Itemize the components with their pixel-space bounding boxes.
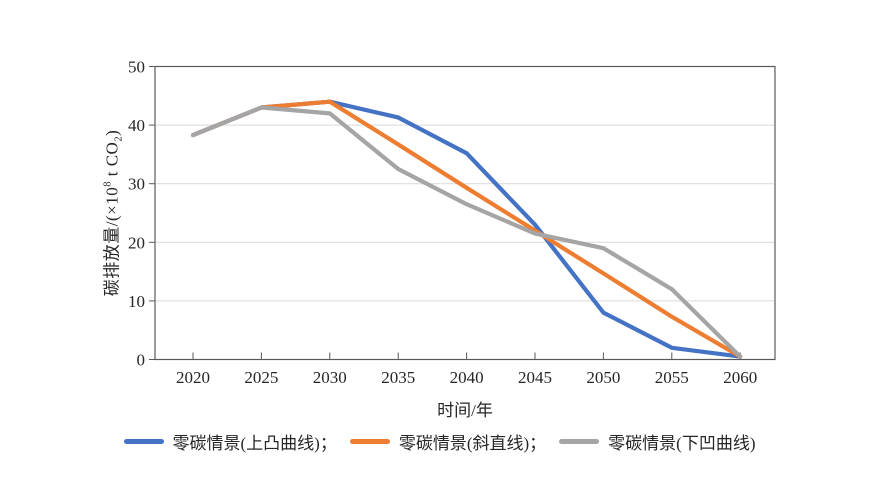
legend-item-straight-line: 零碳情景(斜直线)； (349, 429, 547, 454)
x-tick-labels: 2020 2025 2030 2035 2040 2045 2050 2055 2060 (176, 368, 757, 387)
y-axis-title-subscript: 2 (113, 135, 125, 142)
y-tick-label: 50 (128, 58, 145, 77)
y-axis-title-text: ) (102, 129, 122, 136)
x-tick-label: 2060 (723, 368, 757, 387)
y-axis-title: 碳排放量/(×108 t CO2) (97, 130, 124, 297)
x-tick-label: 2050 (586, 368, 620, 387)
legend-swatch-convex-curve (123, 439, 164, 444)
x-axis-title: 时间/年 (437, 401, 493, 420)
y-tick-label: 40 (128, 116, 145, 135)
series-lines (190, 99, 743, 359)
legend-label-convex-curve: 零碳情景(上凸曲线)； (172, 434, 337, 453)
y-tick-label: 10 (128, 292, 145, 311)
y-tick-label: 20 (128, 233, 145, 252)
y-tick-label: 0 (137, 351, 146, 370)
legend: 零碳情景(上凸曲线)； 零碳情景(斜直线)； 零碳情景(下凹曲线) (0, 429, 879, 454)
legend-item-convex-curve: 零碳情景(上凸曲线)； (123, 429, 337, 454)
x-tick-label: 2035 (381, 368, 415, 387)
y-axis-title-superscript: 8 (102, 181, 114, 187)
y-axis-title-text: t CO (102, 141, 122, 182)
y-tick-labels: 0 10 20 30 40 50 (128, 58, 145, 370)
legend-item-concave-curve: 零碳情景(下凹曲线) (559, 429, 755, 454)
legend-swatch-straight-line (349, 439, 390, 444)
x-tick-label: 2040 (450, 368, 484, 387)
gridlines (156, 124, 774, 302)
y-axis-title-text: 碳排放量/(×10 (102, 186, 122, 297)
series-line-1 (190, 99, 743, 359)
plot-border-rect (154, 65, 776, 361)
x-tick-label: 2020 (176, 368, 210, 387)
x-tick-label: 2030 (313, 368, 347, 387)
x-tick-label: 2045 (518, 368, 552, 387)
axis-ticks (149, 66, 741, 360)
x-tick-label: 2055 (655, 368, 689, 387)
legend-label-concave-curve: 零碳情景(下凹曲线) (608, 434, 756, 453)
legend-label-straight-line: 零碳情景(斜直线)； (398, 434, 547, 453)
series-line-2 (190, 105, 743, 359)
legend-swatch-concave-curve (559, 439, 600, 444)
x-tick-label: 2025 (244, 368, 278, 387)
y-tick-label: 30 (128, 175, 145, 194)
series-line-0 (190, 99, 743, 359)
plot-border (154, 65, 776, 361)
